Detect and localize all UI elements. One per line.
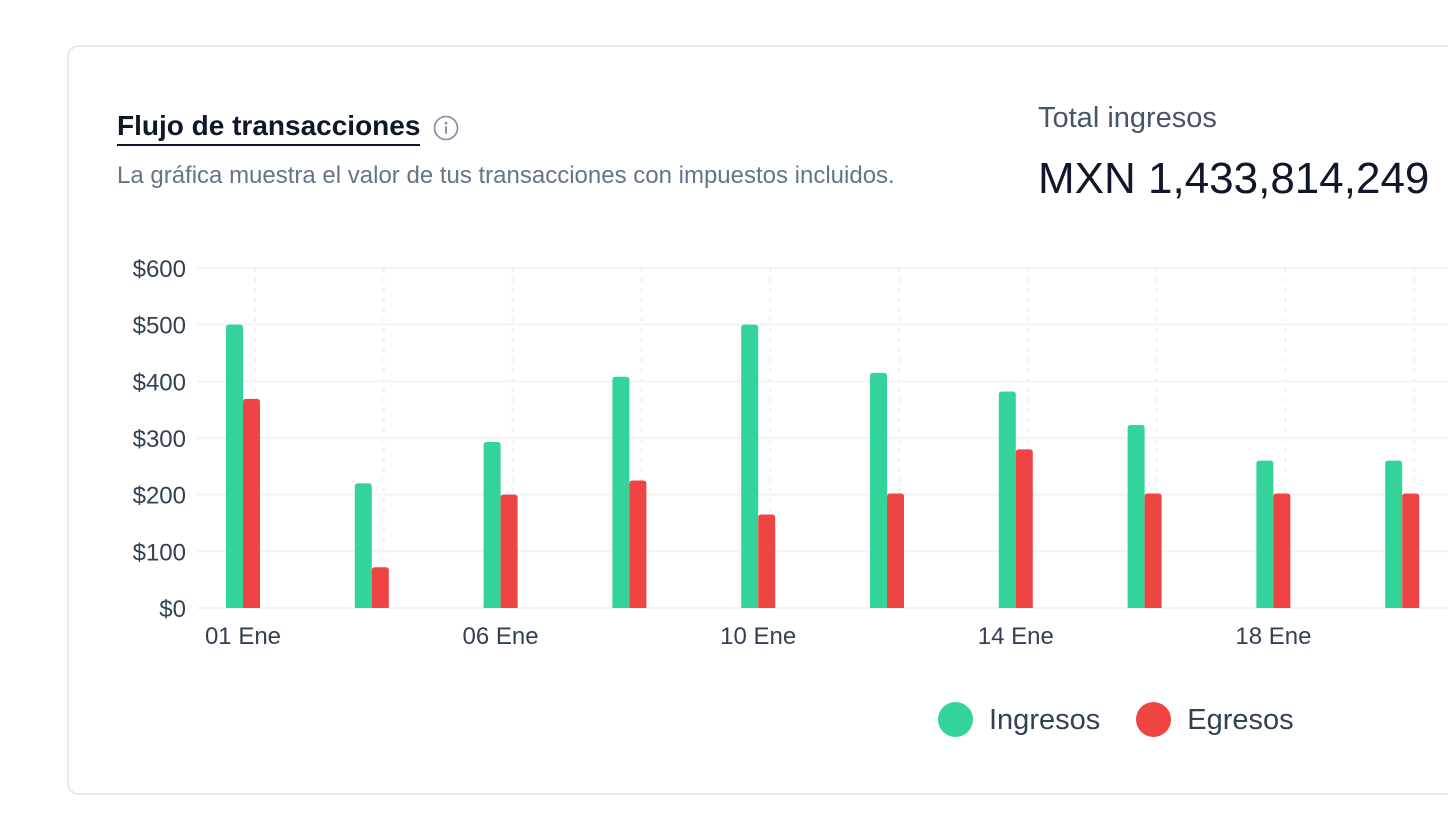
- bar-ingresos[interactable]: [998, 391, 1016, 608]
- legend-item-ingresos[interactable]: Ingresos: [938, 702, 1100, 737]
- title-row: Flujo de transacciones: [117, 109, 459, 146]
- bar-ingresos[interactable]: [226, 324, 243, 608]
- y-tick-label: $200: [133, 483, 186, 510]
- legend-item-egresos[interactable]: Egresos: [1136, 702, 1294, 737]
- bar-ingresos[interactable]: [1256, 460, 1274, 608]
- y-tick-label: $600: [133, 256, 186, 283]
- legend-dot-egresos: [1136, 702, 1172, 737]
- bar-egresos[interactable]: [758, 514, 776, 609]
- legend-label-ingresos: Ingresos: [989, 703, 1101, 736]
- chart-subtitle: La gráfica muestra el valor de tus trans…: [117, 162, 895, 189]
- x-tick-label: 18 Ene: [1235, 623, 1311, 650]
- bar-egresos[interactable]: [500, 494, 518, 608]
- chart-legend: Ingresos Egresos: [938, 702, 1330, 737]
- bar-egresos[interactable]: [629, 480, 647, 609]
- x-tick-label: 01 Ene: [205, 623, 281, 650]
- bar-ingresos[interactable]: [483, 441, 501, 608]
- bar-egresos[interactable]: [887, 493, 904, 608]
- bar-ingresos[interactable]: [354, 483, 372, 608]
- bar-egresos[interactable]: [243, 398, 260, 608]
- bar-egresos[interactable]: [1402, 493, 1420, 608]
- bar-egresos[interactable]: [371, 567, 389, 608]
- bar-ingresos[interactable]: [1127, 424, 1145, 608]
- x-tick-label: 14 Ene: [978, 623, 1054, 650]
- y-tick-label: $400: [133, 369, 186, 396]
- bar-ingresos[interactable]: [1385, 460, 1403, 608]
- y-tick-label: $500: [133, 313, 186, 340]
- bar-egresos[interactable]: [1144, 493, 1162, 608]
- bar-egresos[interactable]: [1273, 493, 1291, 608]
- legend-dot-ingresos: [938, 702, 973, 737]
- y-tick-label: $100: [133, 539, 186, 566]
- info-icon[interactable]: [433, 115, 459, 141]
- bar-ingresos[interactable]: [612, 376, 630, 608]
- bar-ingresos[interactable]: [870, 372, 887, 608]
- legend-label-egresos: Egresos: [1187, 703, 1294, 736]
- x-tick-label: 10 Ene: [720, 623, 796, 650]
- y-tick-label: $300: [133, 426, 186, 453]
- x-tick-label: 06 Ene: [463, 623, 539, 650]
- total-income-label: Total ingresos: [1038, 102, 1217, 134]
- chart-title[interactable]: Flujo de transacciones: [117, 109, 421, 146]
- y-tick-label: $0: [159, 596, 186, 623]
- total-income-value: MXN 1,433,814,249: [1038, 154, 1430, 203]
- bar-egresos[interactable]: [1015, 449, 1033, 608]
- bar-ingresos[interactable]: [741, 324, 759, 608]
